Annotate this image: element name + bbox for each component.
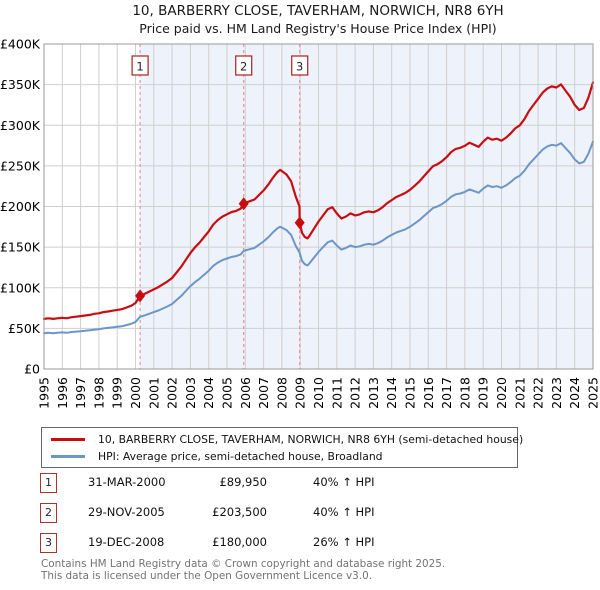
x-tick-label: 2007 bbox=[256, 377, 271, 409]
x-tick-label: 2010 bbox=[311, 377, 326, 409]
x-tick-label: 1996 bbox=[55, 377, 70, 409]
legend-label: HPI: Average price, semi-detached house,… bbox=[98, 450, 383, 463]
footer: Contains HM Land Registry data © Crown c… bbox=[41, 558, 446, 582]
sale-label-number: 2 bbox=[240, 60, 247, 74]
x-tick-label: 1995 bbox=[37, 377, 52, 409]
chart-subtitle: Price paid vs. HM Land Registry's House … bbox=[139, 21, 497, 36]
x-tick-label: 2012 bbox=[348, 377, 363, 409]
x-tick-label: 2006 bbox=[238, 377, 253, 409]
legend-item: 10, BARBERRY CLOSE, TAVERHAM, NORWICH, N… bbox=[42, 431, 523, 448]
x-tick-label: 2008 bbox=[274, 377, 289, 409]
transaction-hpi-delta: 40% ↑ HPI bbox=[313, 505, 375, 519]
transaction-date: 19-DEC-2008 bbox=[88, 535, 165, 549]
transaction-number-badge: 1 bbox=[40, 473, 57, 493]
x-tick-label: 2014 bbox=[384, 377, 399, 409]
footer-licence: This data is licensed under the Open Gov… bbox=[41, 569, 373, 582]
transaction-date: 29-NOV-2005 bbox=[88, 505, 165, 519]
transaction-price: £180,000 bbox=[212, 535, 267, 549]
x-tick-label: 1997 bbox=[73, 377, 88, 409]
x-tick-label: 1998 bbox=[91, 377, 106, 409]
transaction-row: 3 19-DEC-2008 £180,000 26% ↑ HPI bbox=[0, 533, 600, 555]
x-tick-label: 2002 bbox=[165, 377, 180, 409]
x-tick-label: 2023 bbox=[549, 377, 564, 409]
x-tick-label: 2022 bbox=[531, 377, 546, 409]
y-tick-label: £200K bbox=[0, 199, 41, 214]
sale-label-number: 1 bbox=[136, 60, 143, 74]
sale-label-box-2 bbox=[235, 55, 253, 76]
x-tick-label: 2018 bbox=[457, 377, 472, 409]
y-tick-label: £250K bbox=[0, 158, 41, 173]
series-hpi bbox=[43, 140, 594, 335]
y-tick-label: £0 bbox=[24, 362, 40, 377]
transaction-row: 1 31-MAR-2000 £89,950 40% ↑ HPI bbox=[0, 473, 600, 495]
x-tick-label: 2015 bbox=[403, 377, 418, 409]
sale-marker-3 bbox=[294, 216, 305, 230]
x-tick-label: 1999 bbox=[110, 377, 125, 409]
legend-line-swatch bbox=[51, 455, 85, 458]
chart-title: 10, BARBERRY CLOSE, TAVERHAM, NORWICH, N… bbox=[132, 3, 504, 19]
x-tick-label: 2004 bbox=[201, 377, 216, 409]
sale-marker-1 bbox=[135, 289, 146, 303]
footer-copyright: Contains HM Land Registry data © Crown c… bbox=[41, 558, 446, 570]
transaction-price: £89,950 bbox=[219, 475, 267, 489]
legend-label: 10, BARBERRY CLOSE, TAVERHAM, NORWICH, N… bbox=[98, 433, 524, 446]
sale-label-box-1 bbox=[131, 55, 149, 76]
y-tick-label: £150K bbox=[0, 240, 41, 255]
y-tick-label: £100K bbox=[0, 280, 41, 295]
sale-marker-2 bbox=[238, 197, 249, 211]
x-tick-label: 2020 bbox=[494, 377, 509, 409]
transaction-number-badge: 3 bbox=[40, 533, 57, 553]
y-tick-label: £400K bbox=[0, 37, 41, 52]
x-tick-label: 2021 bbox=[512, 377, 527, 409]
legend-item: HPI: Average price, semi-detached house,… bbox=[42, 448, 517, 465]
y-tick-label: £350K bbox=[0, 77, 41, 92]
x-tick-label: 2019 bbox=[476, 377, 491, 409]
y-tick-label: £50K bbox=[8, 321, 41, 336]
x-tick-label: 2024 bbox=[567, 377, 582, 409]
x-tick-label: 2017 bbox=[439, 377, 454, 409]
legend: 10, BARBERRY CLOSE, TAVERHAM, NORWICH, N… bbox=[41, 427, 523, 468]
x-tick-label: 2000 bbox=[128, 377, 143, 409]
sale-label-number: 3 bbox=[296, 60, 303, 74]
x-tick-label: 2011 bbox=[329, 377, 344, 409]
transaction-date: 31-MAR-2000 bbox=[88, 475, 166, 489]
x-tick-label: 2009 bbox=[293, 377, 308, 409]
price-history-chart: 1 2 3 £0 £50K £100K £150K £200K £250K £300K £350K £… bbox=[0, 37, 600, 409]
x-tick-label: 2003 bbox=[183, 377, 198, 409]
plot-border bbox=[43, 43, 594, 370]
legend-line-swatch bbox=[51, 438, 85, 441]
x-tick-label: 2005 bbox=[220, 377, 235, 409]
sale-label-box-3 bbox=[291, 55, 309, 76]
x-tick-label: 2013 bbox=[366, 377, 381, 409]
transaction-price: £203,500 bbox=[212, 505, 267, 519]
transaction-number-badge: 2 bbox=[40, 503, 57, 523]
x-tick-label: 2001 bbox=[146, 377, 161, 409]
transaction-row: 2 29-NOV-2005 £203,500 40% ↑ HPI bbox=[0, 503, 600, 525]
transaction-hpi-delta: 26% ↑ HPI bbox=[313, 535, 375, 549]
x-tick-label: 2016 bbox=[421, 377, 436, 409]
transaction-hpi-delta: 40% ↑ HPI bbox=[313, 475, 375, 489]
x-tick-label: 2025 bbox=[586, 377, 600, 409]
y-tick-label: £300K bbox=[0, 118, 41, 133]
